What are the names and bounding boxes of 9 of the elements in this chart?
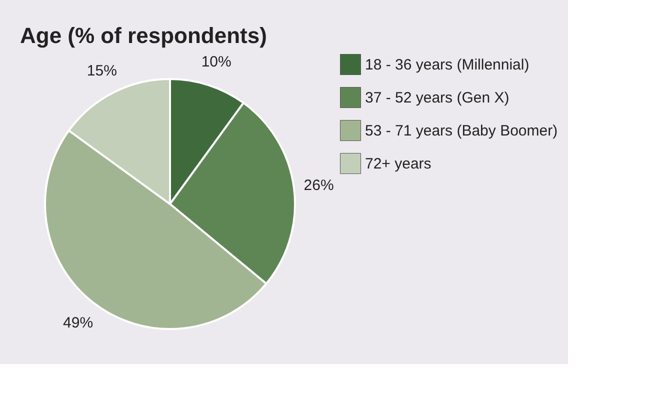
- legend-label: 72+ years: [365, 156, 432, 172]
- data-label: 26%: [304, 177, 334, 194]
- data-label: 49%: [63, 314, 94, 332]
- data-label: 15%: [86, 62, 117, 80]
- legend-label: 53 - 71 years (Baby Boomer): [365, 122, 558, 140]
- legend-label: 37 - 52 years (Gen X): [365, 90, 510, 106]
- chart-title: Age (% of respondents): [20, 23, 267, 48]
- legend-label: 18 - 36 years (Millennial): [365, 56, 530, 74]
- data-label: 10%: [201, 53, 232, 70]
